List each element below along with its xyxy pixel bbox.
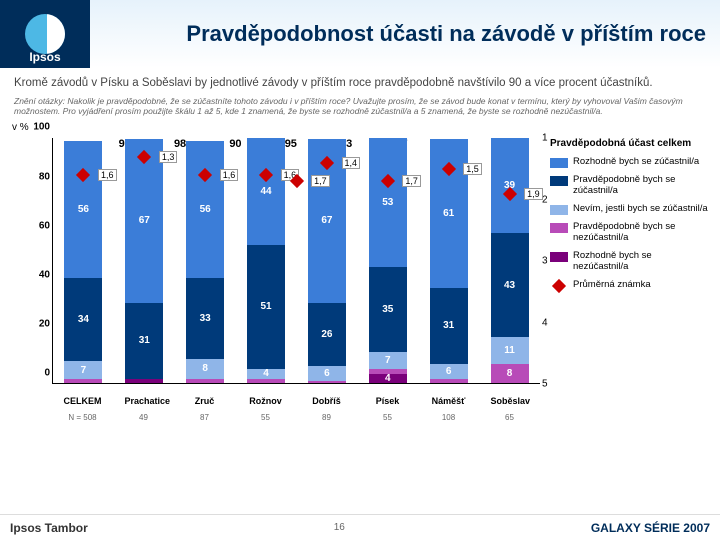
footer-page: 16 xyxy=(334,522,345,533)
header: Ipsos Pravděpodobnost účasti na závodě v… xyxy=(0,0,720,68)
legend-title: Pravděpodobná účast celkem xyxy=(550,138,708,149)
footer: Ipsos Tambor 16 GALAXY SÉRIE 2007 xyxy=(0,514,720,540)
plot: 9198909593879282 73456316783356451446266… xyxy=(52,138,540,384)
x-label: Písek xyxy=(369,396,407,406)
n-label: 108 xyxy=(430,413,468,422)
legend-item: Pravděpodobně bych se zúčastnil/a xyxy=(550,175,708,197)
n-label: 87 xyxy=(186,413,224,422)
bar-segment: 34 xyxy=(64,278,102,361)
avg-marker-label: 1,9 xyxy=(524,188,543,200)
bar-segment: 51 xyxy=(247,245,285,369)
avg-marker-label: 1,4 xyxy=(342,157,361,169)
bar-segment: 44 xyxy=(247,138,285,245)
bar-segment: 56 xyxy=(64,141,102,278)
logo-text: Ipsos xyxy=(29,50,60,64)
bar-segment: 43 xyxy=(491,233,529,337)
bar-segment xyxy=(64,379,102,384)
bar-segment: 6 xyxy=(430,364,468,379)
footer-right: GALAXY SÉRIE 2007 xyxy=(591,521,710,535)
x-label: Zruč xyxy=(186,396,224,406)
legend-label: Rozhodně bych se nezúčastnil/a xyxy=(573,251,708,273)
x-label: Dobříš xyxy=(308,396,346,406)
n-label: N = 508 xyxy=(64,413,102,422)
bar-segment: 33 xyxy=(186,278,224,359)
bar-segment: 4 xyxy=(247,369,285,379)
bar-segment: 8 xyxy=(491,364,529,383)
right-axis: 12345 xyxy=(542,138,556,384)
legend-label: Nevím, jestli bych se zúčastnil/a xyxy=(573,204,708,215)
bar-segment: 7 xyxy=(64,361,102,378)
bar-segment: 31 xyxy=(125,303,163,379)
legend-item: Rozhodně bych se zúčastnil/a xyxy=(550,157,708,168)
n-label: 55 xyxy=(369,413,407,422)
bar-segment xyxy=(430,379,468,384)
x-labels: CELKEM Prachatice Zruč Rožnov Dobříš Písek Nám… xyxy=(52,396,540,406)
legend-label: Pravděpodobně bych se nezúčastnil/a xyxy=(573,222,708,244)
x-label: Prachatice xyxy=(125,396,163,406)
x-label: Soběslav xyxy=(491,396,529,406)
n-label: 55 xyxy=(247,413,285,422)
avg-marker-label: 1,7 xyxy=(311,175,330,187)
diamond-label: Průměrná známka xyxy=(573,280,651,291)
page-title: Pravděpodobnost účasti na závodě v příšt… xyxy=(186,22,706,46)
avg-marker-label: 1,6 xyxy=(98,169,117,181)
question-text: Znění otázky: Nakolik je pravděpodobné, … xyxy=(0,93,720,123)
avg-marker-label: 1,7 xyxy=(402,175,421,187)
bar-segment xyxy=(125,379,163,384)
avg-marker-label: 1,6 xyxy=(220,169,239,181)
footer-left: Ipsos Tambor xyxy=(10,521,88,535)
bar-segment xyxy=(247,379,285,384)
bar-segment: 8 xyxy=(186,359,224,379)
logo: Ipsos xyxy=(0,0,90,68)
bar-segment: 26 xyxy=(308,303,346,367)
bar-segment: 35 xyxy=(369,267,407,352)
bar-segment: 11 xyxy=(491,337,529,364)
n-label: 49 xyxy=(125,413,163,422)
title-box: Pravděpodobnost účasti na závodě v příšt… xyxy=(90,0,720,68)
bar-segment: 56 xyxy=(186,141,224,278)
bar-segment: 6 xyxy=(308,366,346,381)
legend-diamond: Průměrná známka xyxy=(550,280,708,292)
chart-wrap: v % 020406080100 12345 9198909593879282 … xyxy=(0,122,720,432)
avg-marker-label: 1,3 xyxy=(159,151,178,163)
legend-item: Nevím, jestli bych se zúčastnil/a xyxy=(550,204,708,215)
avg-marker-label: 1,5 xyxy=(463,163,482,175)
bar-segment xyxy=(186,379,224,384)
y-axis: 020406080100 xyxy=(28,138,50,384)
bar-segment: 4 xyxy=(369,374,407,384)
x-label: CELKEM xyxy=(64,396,102,406)
n-label: 65 xyxy=(491,413,529,422)
legend-label: Pravděpodobně bych se zúčastnil/a xyxy=(573,175,708,197)
legend-items: Rozhodně bych se zúčastnil/a Pravděpodobn… xyxy=(550,157,708,273)
x-label: Rožnov xyxy=(247,396,285,406)
subtitle: Kromě závodů v Písku a Soběslavi by jedn… xyxy=(0,68,720,93)
n-label: 89 xyxy=(308,413,346,422)
x-label: Náměšť xyxy=(430,396,468,406)
legend-item: Rozhodně bych se nezúčastnil/a xyxy=(550,251,708,273)
chart-area: v % 020406080100 12345 9198909593879282 … xyxy=(8,122,540,432)
logo-icon xyxy=(25,14,65,54)
bar-segment: 53 xyxy=(369,138,407,267)
bar-col: 8114339 xyxy=(491,138,529,383)
n-labels: N = 508 49 87 55 89 55 108 65 xyxy=(52,413,540,422)
y-axis-label: v % xyxy=(12,122,29,133)
legend-item: Pravděpodobně bych se nezúčastnil/a xyxy=(550,222,708,244)
bar-col: 3167 xyxy=(125,138,163,383)
legend-label: Rozhodně bych se zúčastnil/a xyxy=(573,157,699,168)
bar-segment: 7 xyxy=(369,352,407,369)
bar-segment xyxy=(308,381,346,383)
legend: Pravděpodobná účast celkem Rozhodně bych… xyxy=(540,122,712,432)
bar-segment: 31 xyxy=(430,288,468,364)
